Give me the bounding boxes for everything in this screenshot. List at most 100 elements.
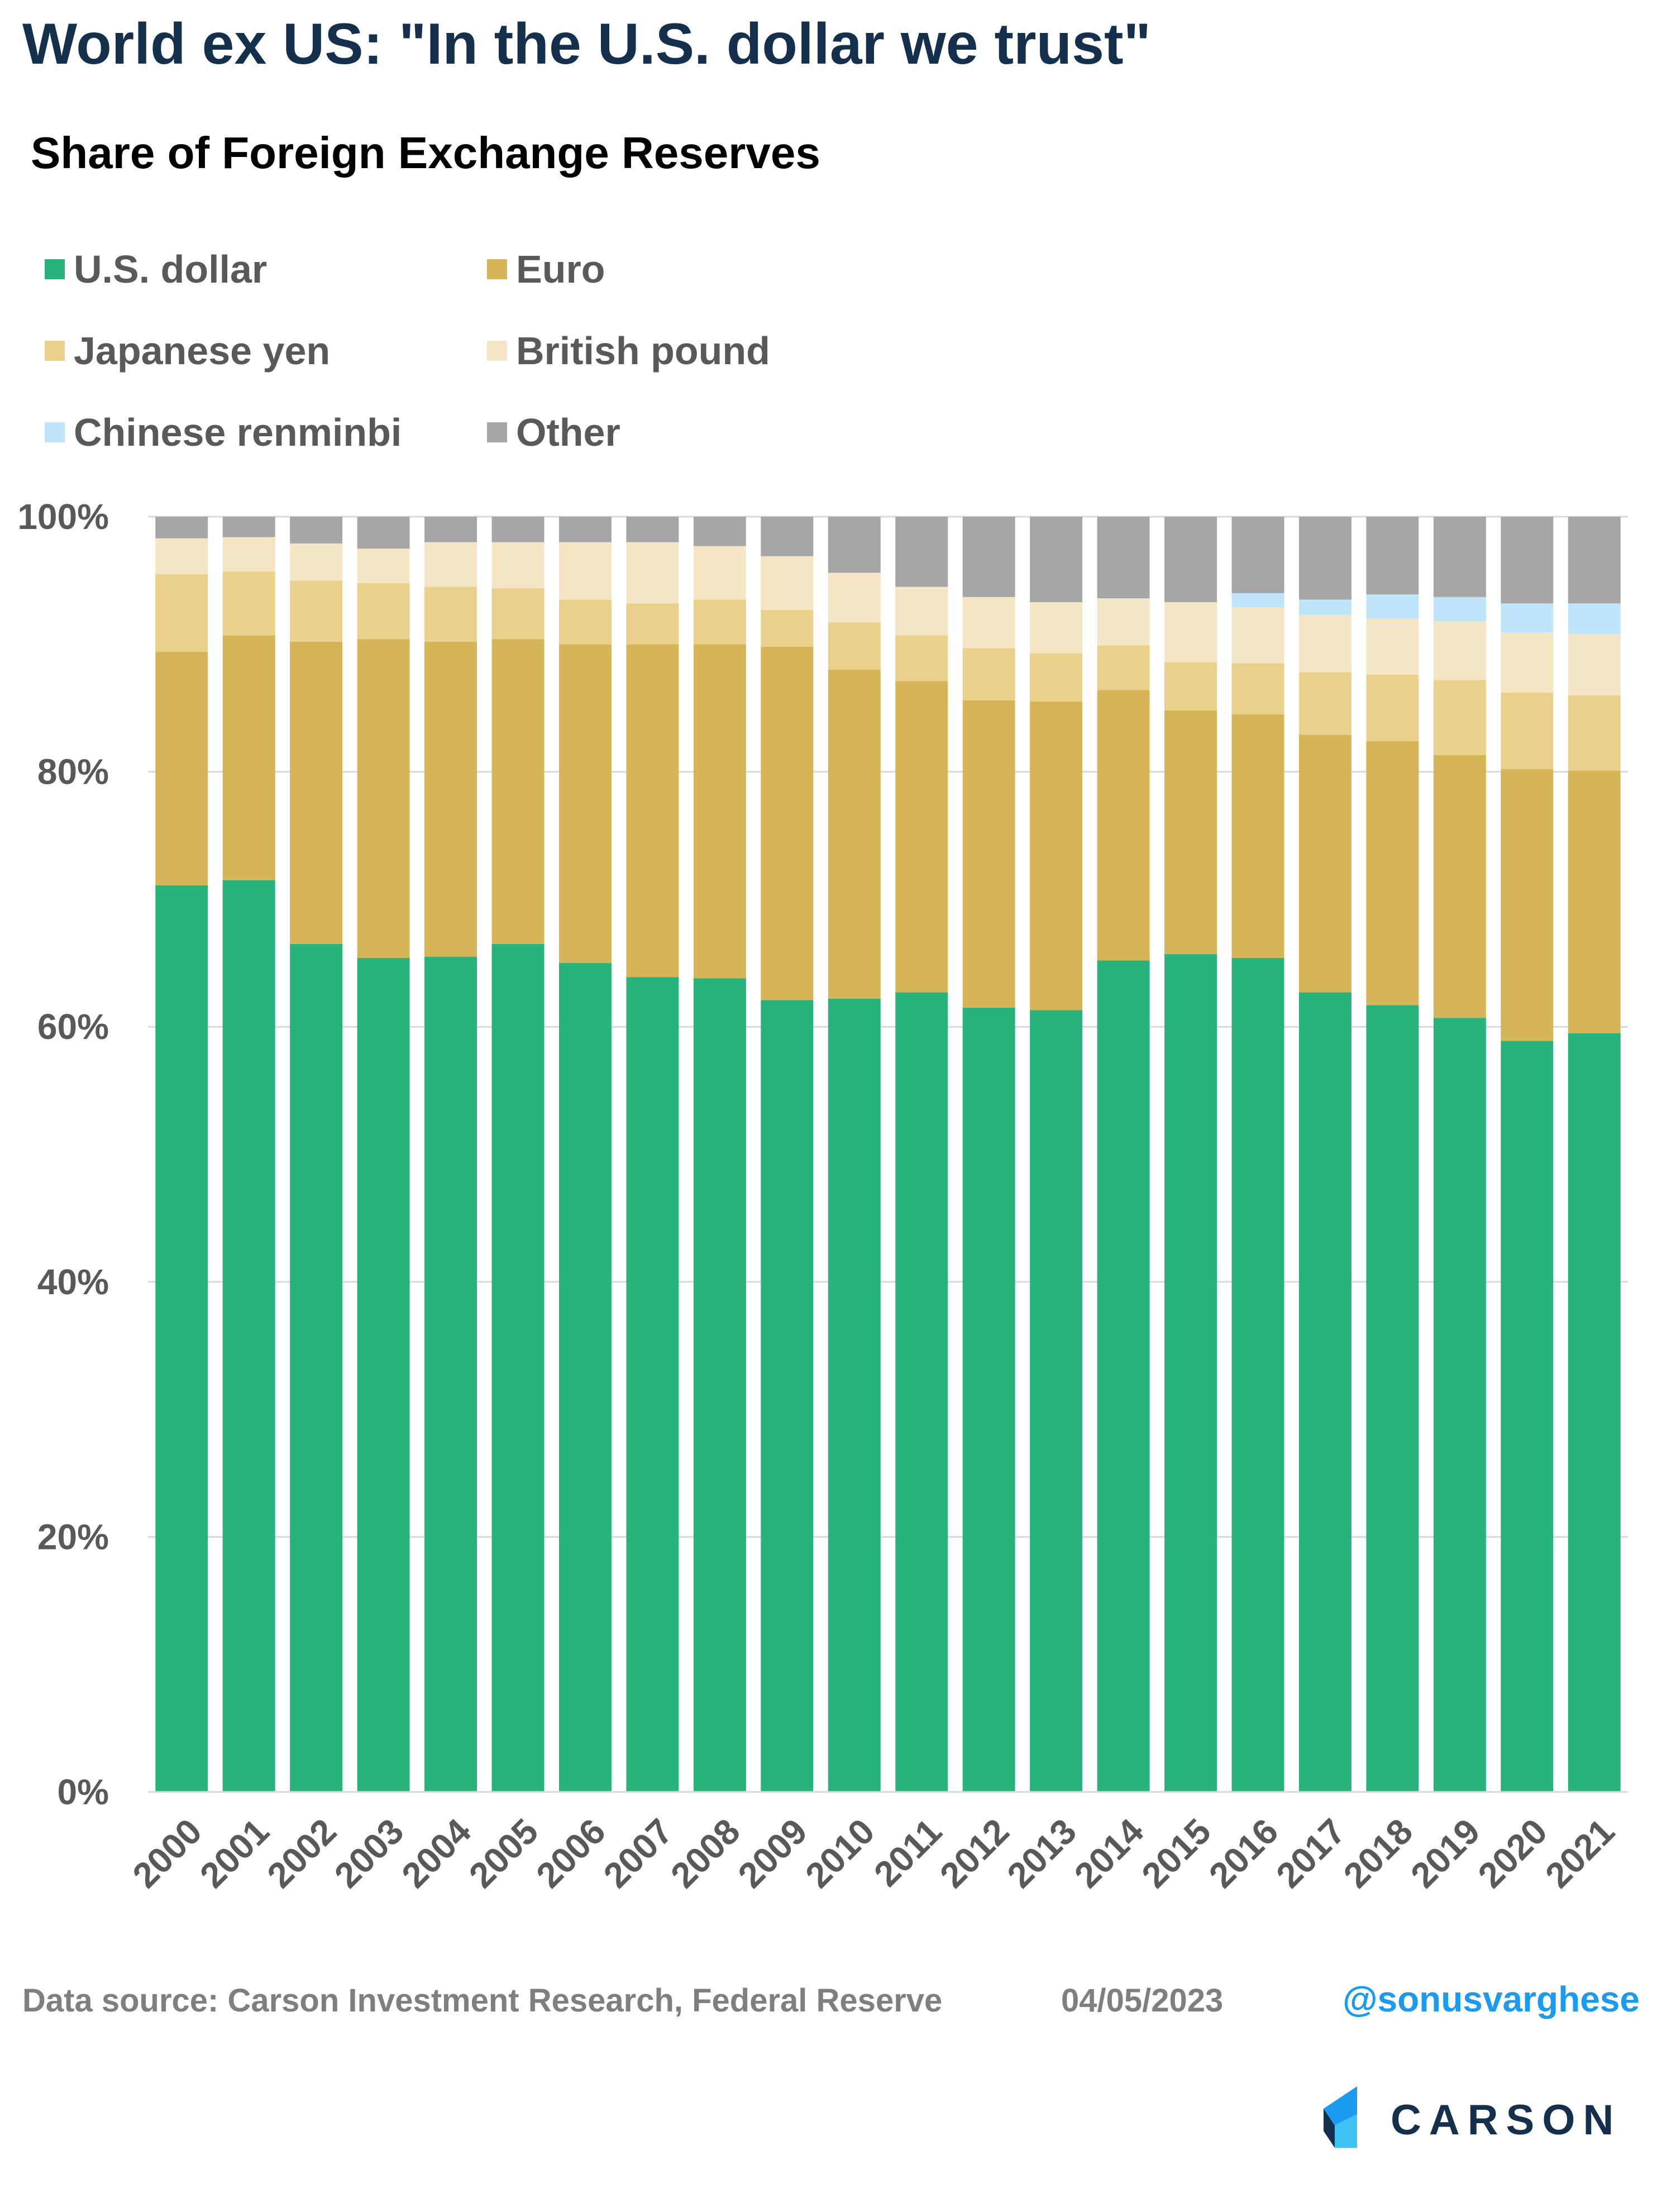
data-source-note: Data source: Carson Investment Research,…	[22, 1982, 943, 2019]
legend-swatch-japanese-yen	[45, 341, 65, 361]
bar-segment-euro	[761, 646, 814, 1000]
legend-item-us-dollar: U.S. dollar	[45, 244, 267, 294]
bar-segment-japanese-yen	[962, 648, 1015, 700]
bar-segment-other	[1164, 517, 1217, 602]
legend-label-euro: Euro	[516, 247, 605, 291]
x-tick-label: 2019	[1403, 1811, 1488, 1896]
bar-segment-euro	[1164, 711, 1217, 955]
bar-segment-other	[155, 517, 208, 538]
x-tick-label: 2011	[866, 1811, 949, 1894]
bar-segment-euro	[1568, 770, 1621, 1033]
legend-label-japanese-yen: Japanese yen	[74, 329, 331, 373]
bar-segment-british-pound	[962, 597, 1015, 649]
legend-swatch-other	[487, 422, 507, 442]
y-tick-label: 20%	[37, 1517, 109, 1557]
bar-segment-british-pound	[693, 546, 746, 600]
bar-segment-british-pound	[1030, 602, 1083, 654]
bar-segment-other	[761, 517, 814, 556]
bar-segment-euro	[558, 644, 612, 964]
bar-segment-japanese-yen	[491, 588, 545, 640]
bar-segment-u-s-dollar	[1433, 1018, 1486, 1792]
legend-item-japanese-yen: Japanese yen	[45, 326, 330, 376]
bar-segment-euro	[1433, 755, 1486, 1018]
bar-segment-u-s-dollar	[155, 885, 208, 1792]
bar-segment-chinese-renminbi	[1366, 594, 1419, 619]
bar-segment-euro	[828, 669, 881, 999]
bar-segment-british-pound	[828, 573, 881, 623]
bar-segment-other	[1298, 517, 1351, 600]
bar-segment-japanese-yen	[290, 580, 343, 642]
bar-segment-japanese-yen	[222, 571, 275, 636]
bar-segment-british-pound	[1097, 598, 1150, 646]
x-tick-label: 2017	[1268, 1811, 1353, 1896]
legend-label-us-dollar: U.S. dollar	[74, 247, 268, 291]
bar-segment-chinese-renminbi	[1231, 593, 1284, 608]
bar-segment-japanese-yen	[1501, 693, 1554, 770]
bar-segment-u-s-dollar	[357, 957, 410, 1792]
bar-segment-british-pound	[895, 587, 948, 636]
y-tick-label: 40%	[37, 1262, 109, 1302]
carson-logo: CARSON	[1318, 2086, 1621, 2153]
bar-segment-british-pound	[222, 537, 275, 572]
bar-segment-other	[1568, 517, 1621, 604]
bar-segment-u-s-dollar	[828, 998, 881, 1792]
bar-segment-british-pound	[1298, 614, 1351, 673]
page-title: World ex US: "In the U.S. dollar we trus…	[22, 12, 1151, 77]
bar-segment-british-pound	[1433, 621, 1486, 680]
bar-segment-euro	[357, 639, 410, 958]
bar-segment-euro	[895, 681, 948, 993]
bar-segment-euro	[491, 639, 545, 944]
bar-segment-japanese-yen	[558, 599, 612, 645]
legend-label-chinese-renminbi: Chinese renminbi	[74, 411, 402, 454]
legend-swatch-chinese-renminbi	[45, 422, 65, 442]
bar-segment-japanese-yen	[357, 583, 410, 640]
bar-segment-euro	[290, 641, 343, 944]
bar-segment-japanese-yen	[155, 574, 208, 652]
bar-segment-u-s-dollar	[290, 943, 343, 1792]
bar-segment-other	[1366, 517, 1419, 595]
stacked-bar-chart: 0%20%40%60%80%100%2000200120022003200420…	[17, 497, 1628, 1896]
bar-segment-u-s-dollar	[626, 977, 679, 1792]
bar-segment-euro	[626, 644, 679, 978]
bar-segment-british-pound	[626, 542, 679, 604]
carson-logo-text: CARSON	[1391, 2096, 1622, 2144]
x-tick-label: 2020	[1470, 1811, 1555, 1896]
bar-segment-japanese-yen	[626, 603, 679, 645]
bar-segment-british-pound	[1501, 632, 1554, 693]
bar-segment-other	[1231, 517, 1284, 593]
bar-segment-u-s-dollar	[491, 943, 545, 1792]
bar-segment-u-s-dollar	[558, 963, 612, 1792]
bar-segment-other	[626, 517, 679, 542]
bar-segment-japanese-yen	[1366, 675, 1419, 741]
carson-logo-icon	[1324, 2086, 1357, 2148]
legend-swatch-british-pound	[487, 341, 507, 361]
bar-segment-u-s-dollar	[761, 1000, 814, 1792]
bar-segment-u-s-dollar	[962, 1007, 1015, 1792]
bar-segment-british-pound	[1568, 634, 1621, 695]
x-tick-label: 2007	[596, 1811, 681, 1896]
y-tick-label: 80%	[37, 752, 109, 792]
bar-segment-other	[1097, 517, 1150, 599]
x-tick-label: 2010	[797, 1811, 882, 1896]
bar-segment-u-s-dollar	[1366, 1005, 1419, 1792]
bar-segment-euro	[1298, 735, 1351, 993]
bar-segment-euro	[1097, 690, 1150, 961]
bar-segment-euro	[424, 641, 477, 957]
x-tick-label: 2021	[1537, 1811, 1622, 1896]
bar-segment-euro	[1030, 702, 1083, 1010]
bar-segment-british-pound	[155, 538, 208, 574]
bar-segment-u-s-dollar	[693, 978, 746, 1792]
bar-segment-other	[962, 517, 1015, 597]
bar-segment-japanese-yen	[1298, 672, 1351, 735]
bar-segment-british-pound	[424, 542, 477, 587]
twitter-handle[interactable]: @sonusvarghese	[1343, 1979, 1640, 2019]
bar-segment-japanese-yen	[828, 622, 881, 670]
x-tick-label: 2002	[259, 1811, 344, 1896]
bar-segment-british-pound	[357, 549, 410, 583]
bar-segment-british-pound	[1164, 602, 1217, 662]
bar-segment-u-s-dollar	[1298, 992, 1351, 1792]
bar-segment-euro	[1366, 741, 1419, 1005]
bar-segment-british-pound	[558, 542, 612, 600]
bar-segment-other	[895, 517, 948, 587]
bar-segment-other	[558, 517, 612, 542]
